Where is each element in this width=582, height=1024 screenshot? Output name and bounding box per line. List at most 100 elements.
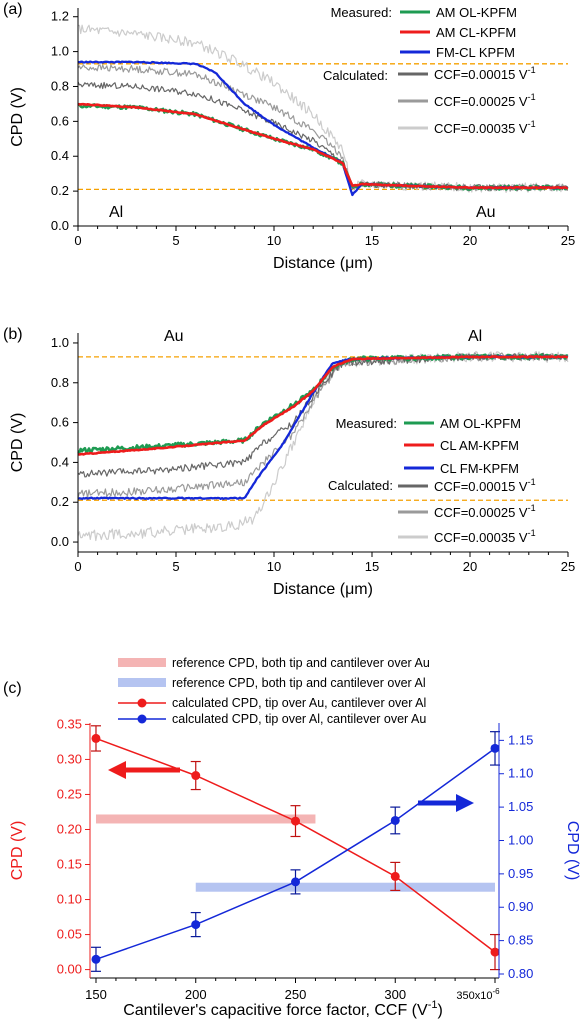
data-point [290,877,300,887]
legend-unit-superscript: -1 [528,65,536,75]
legend-unit-superscript: -1 [528,528,536,538]
x-multiplier-exponent: -6 [492,987,500,996]
y-tick-label-right: 0.95 [508,866,533,881]
legend-entry-text: CCF=0.00015 V [434,479,528,494]
x-axis-title-superscript: -1 [428,999,438,1011]
x-multiplier-base: 350x10 [456,990,492,1002]
panel-b: 0 5 10 15 20 25 0.0 0.2 0.4 0.6 0.8 1.0 Distance (μm… [3,326,575,598]
x-tick-label: 250 [285,987,307,1002]
data-point [191,771,201,781]
legend-entry-text: CCF=0.00025 V [434,505,528,520]
legend-entry: reference CPD, both tip and cantilever o… [172,656,430,670]
y-tick-label: 0.0 [51,218,69,233]
series-line [95,747,496,961]
y-tick-label: 0.0 [51,534,69,549]
y-tick-label-left: 0.15 [57,857,82,872]
data-point [490,743,500,753]
x-tick-label: 0 [74,233,81,248]
y-tick-label-left: 0.30 [57,751,82,766]
panel-label: (c) [3,680,22,697]
y-axis-title: CPD (V) [9,87,26,147]
y-tick-label: 0.4 [51,454,69,469]
x-tick-label: 10 [267,559,281,574]
y-tick-label-left: 0.05 [57,927,82,942]
y-tick-label-right: 1.05 [508,799,533,814]
legend-entry-text: AM OL-KPFM [440,416,521,431]
x-tick-label: 25 [561,233,575,248]
legend-marker [137,698,147,708]
x-tick-label: 20 [463,559,477,574]
y-tick-label: 1.2 [51,9,69,24]
series-line [77,102,569,190]
y-tick-label: 0.4 [51,148,69,163]
x-tick-label: 25 [561,559,575,574]
x-multiplier: 350x10-6 [456,987,500,1002]
x-tick-label: 5 [172,559,179,574]
y-tick-label: 1.0 [51,44,69,59]
y-axis-title-left: CPD (V) [9,821,26,881]
x-axis-title-close: ) [437,1002,442,1019]
legend-entry: CCF=0.00015 V-1 [434,65,536,82]
y-tick-label-right: 1.10 [508,766,533,781]
arrow-left-head [108,761,126,779]
legend-entry: CCF=0.00015 V-1 [434,477,536,494]
y-tick-label-left: 0.35 [57,716,82,731]
y-tick-label-right: 0.80 [508,966,533,981]
legend-entry-text: CCF=0.00015 V [434,67,528,82]
x-tick-label: 300 [384,987,406,1002]
legend-entry-text: CL AM-KPFM [440,438,519,453]
legend-entry-text: AM OL-KPFM [436,5,517,20]
y-tick-label-right: 1.15 [508,732,533,747]
x-axis-title: Cantilever's capacitive force factor, CC… [123,999,443,1019]
x-tick-label: 20 [463,233,477,248]
data-point [191,920,201,930]
y-tick-label: 0.8 [51,375,69,390]
legend-swatch [118,658,166,667]
y-tick-label-right: 1.00 [508,832,533,847]
legend-entry: AM OL-KPFM [440,416,521,431]
legend-unit-superscript: -1 [528,92,536,102]
y-axis-title-right: CPD (V) [564,821,581,881]
legend-entry: CCF=0.00025 V-1 [434,503,536,520]
panel-c: (c) reference CPD, both tip and cantileve… [3,656,581,1019]
data-point [390,871,400,881]
y-tick-label-left: 0.10 [57,892,82,907]
data-point [490,947,500,957]
legend-calculated-label: Calculated: [323,68,388,83]
region-label: Au [164,328,184,345]
y-tick-label: 0.8 [51,78,69,93]
legend-measured-label: Measured: [331,5,392,20]
legend-measured-label: Measured: [336,416,397,431]
legend-entry: FM-CL KPFM [436,45,515,60]
region-label: Al [109,204,123,221]
legend-entry-text: CCF=0.00025 V [434,94,528,109]
y-tick-label: 0.6 [51,113,69,128]
legend-entry: AM CL-KPFM [436,25,516,40]
y-axis-title: CPD (V) [9,413,26,473]
y-tick-label: 1.0 [51,335,69,350]
y-tick-label: 0.2 [51,494,69,509]
x-tick-label: 5 [172,233,179,248]
data-point [91,733,101,743]
x-tick-label: 150 [85,987,107,1002]
legend-entry: CL FM-KPFM [440,461,519,476]
y-tick-label-left: 0.20 [57,821,82,836]
x-tick-label: 200 [185,987,207,1002]
series-line [77,102,569,191]
x-axis-title-text: Cantilever's capacitive force factor, CC… [123,1002,428,1019]
arrow-right-head [456,794,474,812]
x-axis-title: Distance (μm) [273,255,373,272]
y-tick-label-right: 0.90 [508,899,533,914]
data-point [290,816,300,826]
x-tick-label: 15 [365,559,379,574]
legend-calculated-label: Calculated: [328,478,393,493]
legend-unit-superscript: -1 [528,119,536,129]
legend-marker [137,714,147,724]
y-tick-label: 0.2 [51,183,69,198]
legend-entry: CL AM-KPFM [440,438,519,453]
data-point [390,815,400,825]
data-point [91,954,101,964]
legend-entry: AM OL-KPFM [436,5,517,20]
reference-band-au [95,814,316,824]
